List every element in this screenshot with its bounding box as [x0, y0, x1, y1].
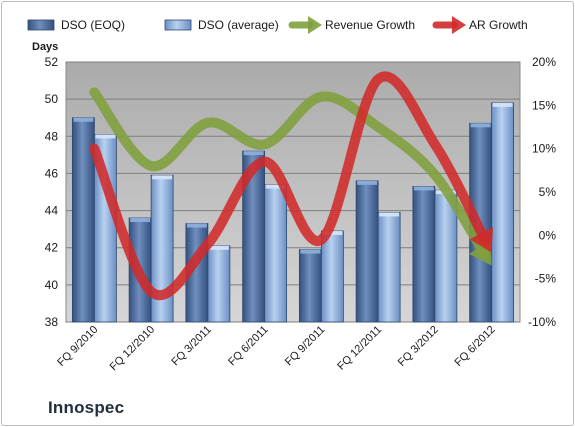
y-tick-label: 44 [45, 204, 59, 218]
line-revenue-growth [89, 87, 490, 259]
x-tick-label: FQ 9/2010 [55, 324, 100, 369]
bar-cap-dso-average-8 [492, 102, 513, 107]
x-tick-label: FQ 3/2011 [169, 324, 214, 369]
y2-tick-label: 20% [532, 55, 556, 69]
x-tick-label: FQ 6/2012 [453, 324, 498, 369]
y2-tick-label: -10% [528, 315, 556, 329]
bar-cap-dso-average-3 [208, 245, 229, 250]
legend-label-revenue-growth: Revenue Growth [325, 18, 415, 32]
bar-cap-dso-eoq-4 [243, 151, 264, 156]
arrowhead-ar-growth [469, 227, 493, 253]
legend-arrow-ar-growth [452, 16, 466, 34]
y2-tick-label: 15% [532, 98, 556, 112]
y-tick-label: 42 [45, 241, 59, 255]
line-ar-growth [89, 71, 491, 300]
legend-label-dso-eoq: DSO (EOQ) [61, 18, 125, 32]
bar-cap-dso-eoq-2 [130, 218, 151, 222]
bar-cap-dso-average-5 [322, 231, 343, 235]
bar-cap-dso-eoq-8 [470, 123, 491, 128]
bar-dso-average-4 [264, 184, 288, 323]
y-tick-label: 50 [45, 92, 59, 106]
bar-cap-dso-eoq-3 [186, 223, 207, 228]
legend-label-ar-growth: AR Growth [469, 18, 528, 32]
bar-cap-dso-eoq-1 [73, 117, 94, 122]
legend-swatch-dso-average [164, 19, 192, 31]
x-tick-label: FQ 3/2012 [396, 324, 441, 369]
bar-cap-dso-eoq-6 [357, 180, 378, 185]
y2-tick-label: -5% [535, 272, 557, 286]
y-tick-label: 46 [45, 166, 59, 180]
y-tick-label: 52 [45, 55, 59, 69]
bar-cap-dso-eoq-7 [413, 186, 434, 191]
bar-cap-dso-average-1 [95, 134, 116, 139]
y2-tick-label: 0% [539, 228, 557, 242]
x-tick-label: FQ 12/2010 [108, 324, 158, 374]
bar-dso-eoq-6 [355, 180, 379, 323]
y-tick-label: 40 [45, 278, 59, 292]
y-tick-label: 38 [45, 315, 59, 329]
bar-cap-dso-eoq-5 [300, 249, 321, 254]
y-tick-label: 48 [45, 129, 59, 143]
company-name: Innospec [48, 398, 125, 417]
y-axis-title: Days [32, 41, 58, 53]
x-tick-label: FQ 9/2011 [283, 324, 328, 369]
legend-label-dso-average: DSO (average) [198, 18, 279, 32]
bar-cap-dso-average-4 [265, 184, 286, 189]
bar-cap-dso-average-2 [152, 175, 173, 180]
bar-dso-eoq-5 [298, 249, 322, 323]
bar-cap-dso-average-6 [379, 212, 400, 217]
y2-tick-label: 10% [532, 142, 556, 156]
bar-dso-average-5 [320, 230, 344, 323]
x-tick-label: FQ 12/2011 [335, 324, 384, 373]
bar-dso-average-3 [207, 245, 231, 323]
bar-dso-average-6 [377, 212, 401, 323]
legend-swatch-dso-eoq [27, 19, 55, 31]
bar-dso-eoq-7 [412, 186, 436, 323]
y2-tick-label: 5% [539, 185, 557, 199]
bar-dso-average-8 [491, 102, 515, 323]
legend-arrow-revenue-growth [308, 16, 322, 34]
x-tick-label: FQ 6/2011 [226, 324, 271, 369]
